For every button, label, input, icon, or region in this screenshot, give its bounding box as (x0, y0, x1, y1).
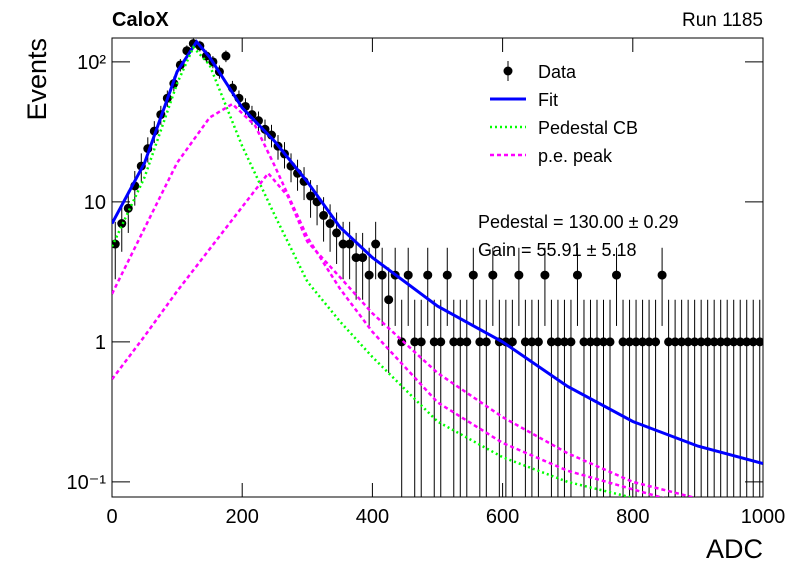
data-point (527, 337, 537, 347)
data-point (449, 337, 459, 347)
legend-label: Pedestal CB (538, 118, 638, 138)
run-label: Run 1185 (682, 10, 763, 31)
data-point (442, 270, 452, 280)
data-point (703, 337, 713, 347)
data-point (585, 337, 595, 347)
data-point (559, 337, 569, 347)
data-point (716, 337, 726, 347)
data-point (345, 239, 355, 249)
data-point (670, 337, 680, 347)
data-point (325, 219, 335, 229)
data-point (592, 337, 602, 347)
data-point (533, 337, 543, 347)
data-point (338, 239, 348, 249)
data-point (677, 337, 687, 347)
data-point (364, 270, 374, 280)
data-point (455, 337, 465, 347)
data-point (371, 239, 381, 249)
x-tick-label: 400 (356, 506, 389, 528)
data-point (358, 253, 368, 263)
data-point (410, 337, 420, 347)
data-point (631, 337, 641, 347)
plot-frame (111, 37, 764, 498)
data-point (612, 270, 622, 280)
data-point (742, 337, 752, 347)
data-point (403, 270, 413, 280)
data-point (709, 337, 719, 347)
data-point (436, 337, 446, 347)
x-tick-label: 200 (226, 506, 259, 528)
data-point (618, 337, 628, 347)
data-point (540, 270, 550, 280)
data-point (664, 337, 674, 347)
data-point (748, 337, 758, 347)
data-point (599, 337, 609, 347)
x-tick-label: 800 (616, 506, 649, 528)
y-tick-label: 1 (95, 332, 106, 354)
annotation: Gain = 55.91 ± 5.18 (478, 240, 637, 260)
data-point (696, 337, 706, 347)
data-point (123, 203, 133, 213)
curve (112, 45, 634, 497)
data-point (507, 337, 517, 347)
data-point (423, 270, 433, 280)
x-axis-label: ADC (706, 534, 763, 564)
y-axis-label: Events (22, 38, 52, 121)
data-point (735, 337, 745, 347)
data-point (221, 51, 231, 61)
chart-title: CaloX (112, 9, 169, 31)
data-point (306, 191, 316, 201)
data-point (488, 270, 498, 280)
y-tick-label: 10² (77, 52, 106, 74)
y-tick-label: 10⁻¹ (67, 472, 107, 494)
curve (112, 39, 763, 466)
data-point (384, 295, 394, 305)
data-point (553, 337, 563, 347)
data-point (657, 270, 667, 280)
data-point (638, 337, 648, 347)
data-point (351, 253, 361, 263)
legend-swatch (503, 66, 513, 76)
data-point (514, 270, 524, 280)
plot-area (112, 38, 763, 497)
data-point (651, 337, 661, 347)
data-point (377, 270, 387, 280)
data-point (755, 337, 763, 347)
y-tick-label: 10 (84, 192, 106, 214)
data-point (416, 337, 426, 347)
data-point (690, 337, 700, 347)
data-point (566, 337, 576, 347)
legend-label: Data (538, 62, 577, 82)
data-point (722, 337, 732, 347)
data-point (729, 337, 739, 347)
data-point (625, 337, 635, 347)
data-point (332, 228, 342, 238)
x-tick-label: 600 (486, 506, 519, 528)
data-point (520, 337, 530, 347)
x-tick-label: 1000 (741, 506, 786, 528)
curve (112, 171, 697, 497)
legend-label: Fit (538, 90, 558, 110)
legend-label: p.e. peak (538, 146, 613, 166)
data-point (481, 337, 491, 347)
data-point (683, 337, 693, 347)
data-point (429, 337, 439, 347)
data-point (572, 270, 582, 280)
annotation: Pedestal = 130.00 ± 0.29 (478, 212, 679, 232)
data-point (117, 219, 127, 229)
x-tick-label: 0 (106, 506, 117, 528)
data-point (644, 337, 654, 347)
data-point (475, 337, 485, 347)
data-point (579, 337, 589, 347)
data-point (605, 337, 615, 347)
data-point (546, 337, 556, 347)
data-point (468, 270, 478, 280)
data-point (462, 337, 472, 347)
data-point (319, 210, 329, 220)
